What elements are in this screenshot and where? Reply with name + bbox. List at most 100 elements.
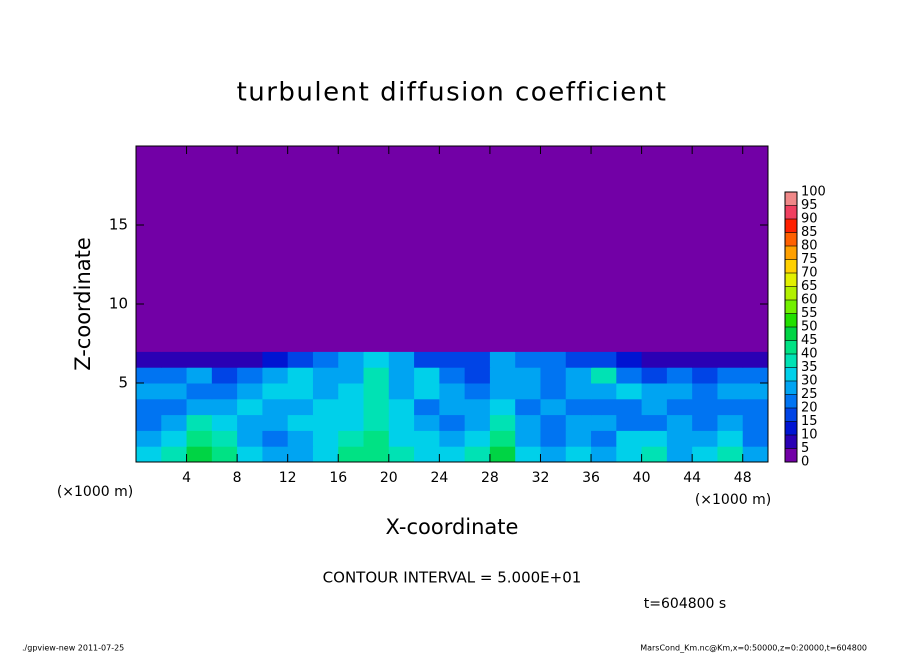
- heatmap-cell: [287, 430, 314, 447]
- heatmap-cell: [591, 351, 617, 368]
- heatmap-cell: [641, 146, 668, 352]
- colorbar-band: [785, 340, 797, 354]
- colorbar-label: 60: [801, 293, 818, 308]
- colorbar-band: [785, 259, 797, 273]
- heatmap-cell: [616, 367, 643, 384]
- heatmap-cell: [641, 414, 668, 431]
- heatmap-cell: [464, 446, 491, 463]
- y-tick-label: 5: [118, 374, 128, 392]
- heatmap-cell: [616, 383, 643, 400]
- heatmap-cell: [388, 430, 415, 447]
- colorbar-band: [785, 408, 797, 422]
- heatmap-cell: [464, 430, 491, 447]
- heatmap-cell: [136, 398, 162, 416]
- heatmap-cell: [540, 430, 567, 447]
- heatmap-cell: [616, 414, 643, 431]
- heatmap-cell: [161, 414, 188, 431]
- heatmap-cell: [666, 414, 693, 431]
- heatmap-cell: [287, 398, 314, 416]
- heatmap-cell: [161, 351, 188, 368]
- heatmap-cell: [338, 398, 365, 416]
- heatmap-cell: [363, 446, 390, 463]
- heatmap-cell: [262, 383, 289, 400]
- heatmap-cell: [388, 398, 415, 416]
- x-axis-label: X-coordinate: [386, 515, 519, 539]
- heatmap-cell: [565, 414, 592, 431]
- heatmap-cell: [591, 146, 617, 352]
- footer-right: MarsCond_Km.nc@Km,x=0:50000,z=0:20000,t=…: [640, 644, 867, 653]
- heatmap-cell: [136, 430, 162, 447]
- heatmap-cell: [616, 398, 643, 416]
- heatmap-cell: [692, 367, 718, 384]
- heatmap-cell: [489, 351, 516, 368]
- heatmap-cell: [136, 351, 162, 368]
- heatmap-cell: [414, 446, 440, 463]
- colorbar-band: [785, 394, 797, 408]
- heatmap-cell: [262, 414, 289, 431]
- colorbar-label: 85: [801, 225, 818, 240]
- heatmap-cell: [489, 383, 516, 400]
- heatmap-cell: [540, 446, 567, 463]
- chart-title: turbulent diffusion coefficient: [237, 78, 668, 108]
- heatmap-cell: [666, 367, 693, 384]
- heatmap-cell: [692, 398, 718, 416]
- heatmap-cell: [161, 430, 188, 447]
- heatmap-cell: [439, 146, 466, 352]
- heatmap-cell: [363, 414, 390, 431]
- heatmap-cell: [742, 398, 769, 416]
- heatmap-cell: [287, 414, 314, 431]
- heatmap-cell: [363, 398, 390, 416]
- heatmap-cell: [616, 351, 643, 368]
- heatmap-cell: [312, 146, 339, 352]
- heatmap-cell: [641, 446, 668, 463]
- colorbar-label: 25: [801, 387, 818, 402]
- x-tick-label: 32: [532, 470, 550, 486]
- heatmap-cell: [312, 430, 339, 447]
- colorbar-band: [785, 286, 797, 300]
- heatmap-cell: [414, 398, 440, 416]
- heatmap-cell: [338, 414, 365, 431]
- heatmap-cell: [262, 367, 289, 384]
- heatmap-cell: [666, 398, 693, 416]
- heatmap-cell: [565, 383, 592, 400]
- heatmap-cell: [565, 146, 592, 352]
- heatmap-cell: [262, 398, 289, 416]
- heatmap-cell: [464, 367, 491, 384]
- heatmap-cell: [565, 446, 592, 463]
- heatmap-cell: [211, 367, 238, 384]
- heatmap-cell: [237, 351, 263, 368]
- heatmap-cell: [312, 446, 339, 463]
- heatmap-cell: [312, 414, 339, 431]
- heatmap-cell: [540, 414, 567, 431]
- heatmap-cell: [565, 430, 592, 447]
- heatmap-cell: [388, 351, 415, 368]
- heatmap-cell: [237, 430, 263, 447]
- colorbar-band: [785, 192, 797, 206]
- heatmap-cell: [591, 430, 617, 447]
- heatmap-cell: [237, 367, 263, 384]
- heatmap-cell: [136, 367, 162, 384]
- x-tick-label: 28: [481, 470, 499, 486]
- heatmap-cell: [515, 430, 541, 447]
- heatmap-cell: [414, 383, 440, 400]
- colorbar-label: 70: [801, 266, 818, 281]
- heatmap-cell: [338, 367, 365, 384]
- heatmap-cell: [136, 146, 162, 352]
- heatmap-cell: [641, 351, 668, 368]
- heatmap-cell: [742, 430, 769, 447]
- time-note: t=604800 s: [644, 596, 726, 612]
- heatmap-cell: [211, 383, 238, 400]
- heatmap-cell: [388, 367, 415, 384]
- colorbar-label: 75: [801, 252, 818, 267]
- heatmap-cell: [540, 351, 567, 368]
- colorbar-label: 50: [801, 320, 818, 335]
- heatmap-cell: [287, 367, 314, 384]
- heatmap-cell: [717, 414, 744, 431]
- colorbar-band: [785, 205, 797, 219]
- y-tick-label: 10: [109, 295, 128, 313]
- heatmap-cell: [287, 446, 314, 463]
- heatmap-cell: [211, 430, 238, 447]
- heatmap-cell: [591, 383, 617, 400]
- heatmap-cell: [717, 430, 744, 447]
- heatmap-cell: [262, 351, 289, 368]
